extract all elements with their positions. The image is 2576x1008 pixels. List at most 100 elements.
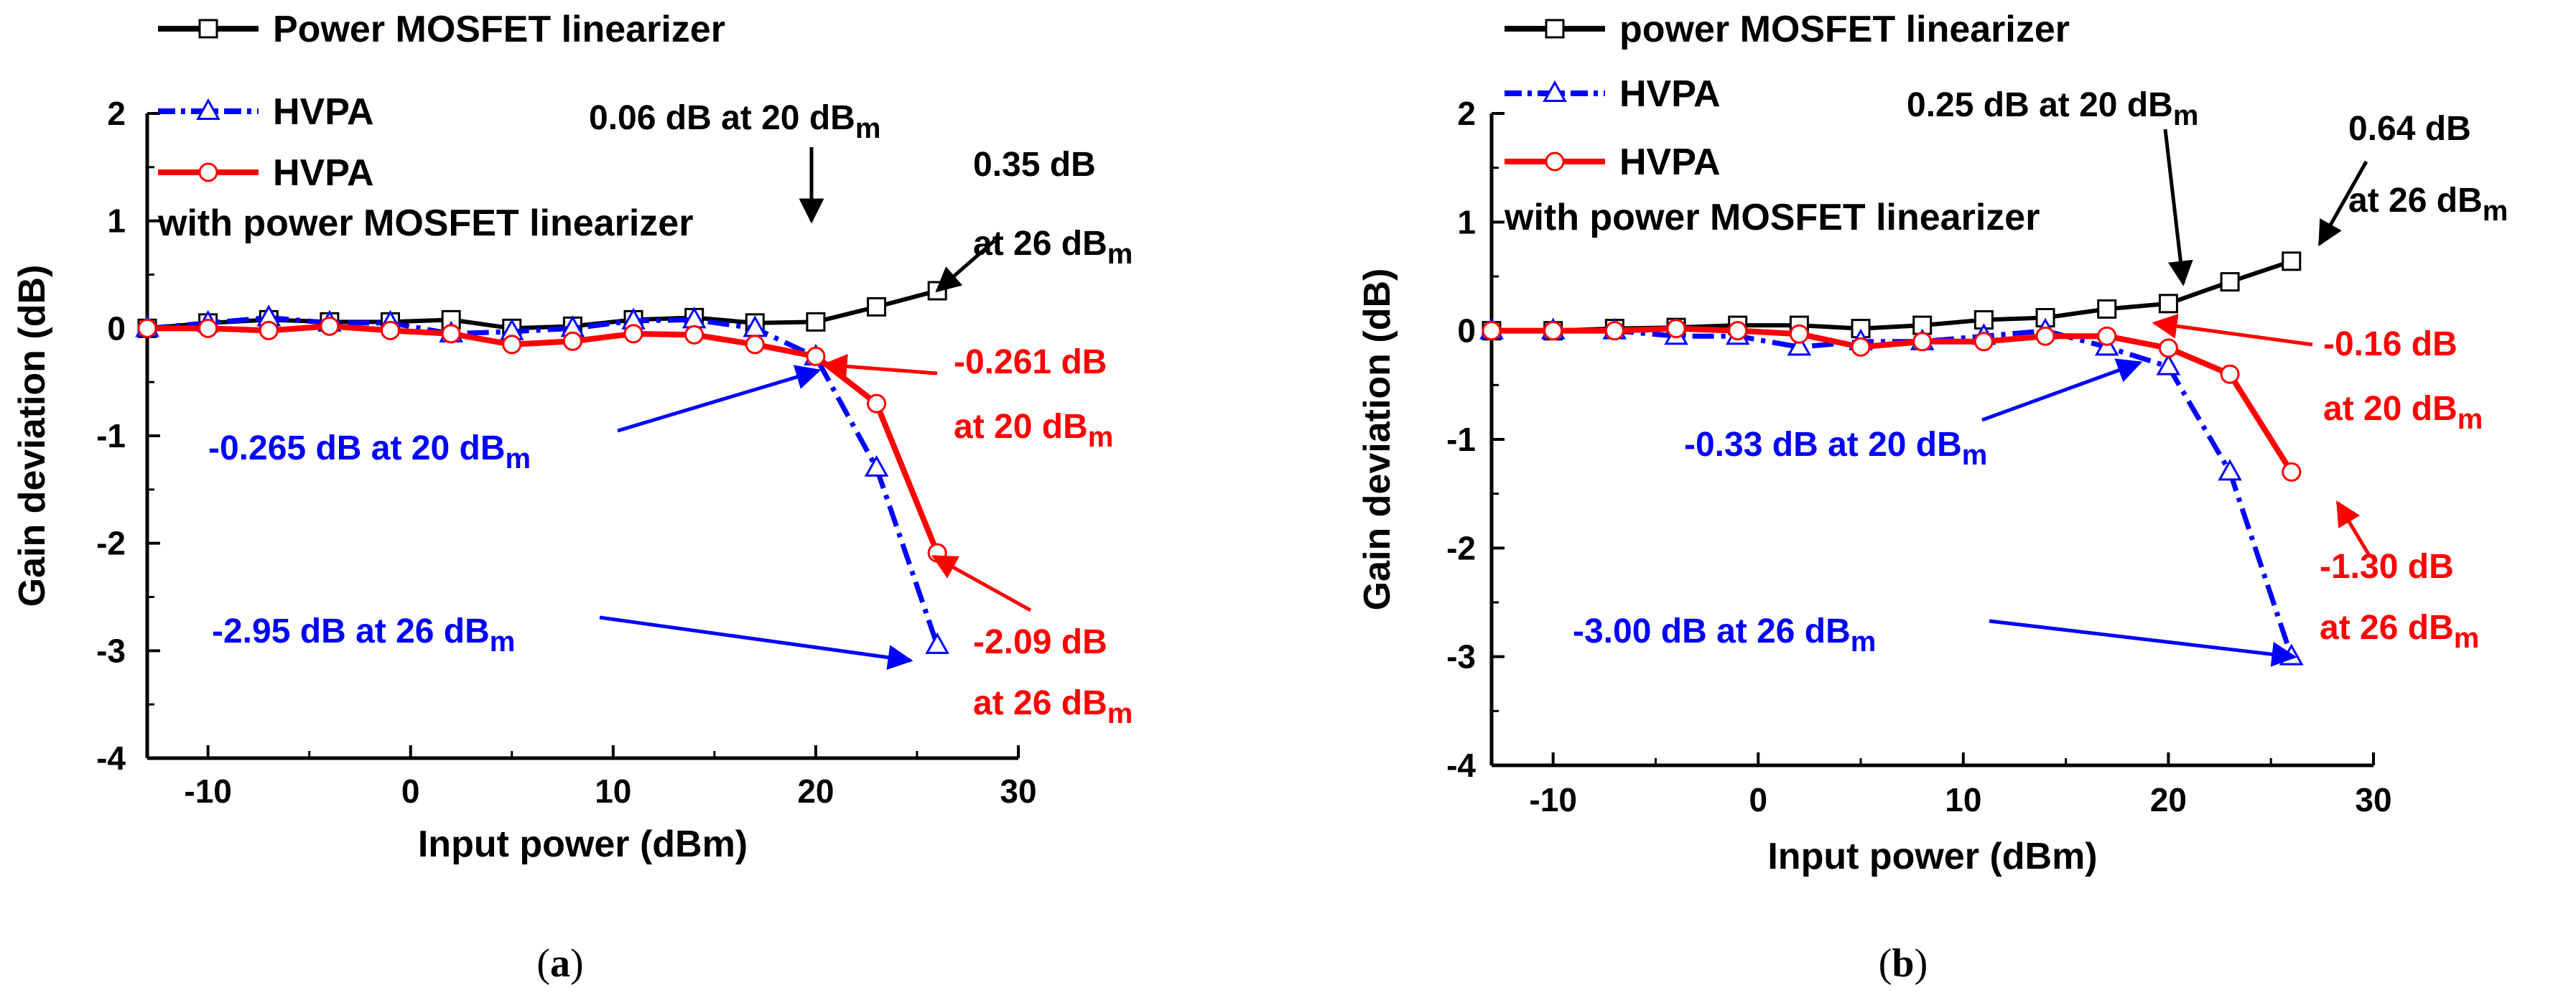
y-tick-label: -3 [1446, 638, 1476, 676]
annotation-main: 0.25 dB at 20 dB [1907, 86, 2173, 124]
annotation-text: -2.95 dB at 26 dBm [212, 612, 515, 658]
annotation-arrow [599, 615, 913, 671]
annotation-arrow [617, 365, 822, 433]
legend-marker [198, 19, 218, 39]
data-point [2158, 294, 2178, 314]
annotation-arrow [2163, 129, 2193, 286]
legend-marker [1543, 80, 1567, 102]
annotation-subscript: m [490, 626, 516, 658]
data-point [137, 318, 157, 338]
data-point [381, 320, 401, 340]
x-tick-label: 10 [1945, 781, 1981, 818]
data-point [2282, 251, 2302, 271]
annotation-subscript: m [2173, 100, 2199, 131]
annotation-main: at 26 dB [2320, 609, 2454, 647]
y-tick-label: 2 [1457, 95, 1476, 132]
x-tick-label: 20 [797, 773, 834, 810]
annotation-subscript: m [1962, 439, 1988, 471]
data-point [502, 335, 522, 355]
data-point [1973, 332, 1994, 352]
data-point [1543, 321, 1563, 341]
annotation-main: at 20 dB [954, 408, 1088, 446]
annotation-main: 0.06 dB at 20 dB [589, 99, 855, 137]
x-tick-label: 30 [1000, 773, 1036, 810]
y-tick-label: 0 [107, 309, 126, 347]
data-point [2156, 353, 2181, 375]
y-axis-title: Gain deviation (dB) [1357, 269, 1398, 611]
data-point [684, 325, 705, 345]
annotation-arrow [2317, 160, 2368, 247]
y-tick-label: -1 [1446, 421, 1476, 458]
annotation-main: -0.33 dB at 20 dB [1684, 426, 1962, 464]
annotation-main: at 20 dB [2323, 390, 2458, 428]
annotation-line1: -2.09 dB [973, 623, 1107, 661]
panel-label-letter: b [1892, 941, 1914, 986]
series-line [1492, 328, 2294, 658]
series-1 [135, 304, 949, 654]
y-tick-label: -4 [1446, 747, 1476, 784]
annotation-subscript: m [1107, 238, 1133, 270]
panel-label: (b) [1879, 941, 1928, 986]
data-point [867, 393, 887, 414]
data-point [925, 632, 949, 654]
data-point [562, 331, 582, 351]
annotation-main: at 26 dB [973, 684, 1107, 722]
data-point [1851, 319, 1871, 339]
annotation-line1: -0.261 dB [954, 343, 1107, 381]
annotation-text: -3.00 dB at 26 dBm [1573, 612, 1876, 658]
series-line [1492, 325, 2294, 474]
y-axis-title: Gain deviation (dB) [11, 265, 53, 607]
annotation-arrow [935, 239, 996, 293]
legend-marker [1545, 151, 1565, 172]
annotation-line1: -0.16 dB [2323, 325, 2458, 363]
annotation-arrow [2335, 500, 2372, 558]
data-point [2282, 462, 2302, 482]
x-tick-label: 20 [2150, 781, 2187, 818]
data-point [1604, 321, 1624, 341]
y-tick-label: 2 [107, 95, 126, 132]
data-point [1787, 334, 1812, 356]
y-tick-label: -2 [96, 525, 126, 562]
legend-label: HVPA [1619, 141, 1721, 183]
legend-label-line2: with power MOSFET linearizer [1504, 197, 2040, 238]
annotation-line2: at 26 dBm [973, 684, 1133, 729]
data-point [2220, 364, 2240, 384]
legend-marker [198, 162, 218, 182]
data-point [623, 324, 643, 344]
legend-marker [1545, 19, 1565, 39]
data-point [2097, 326, 2117, 346]
legend-label-line2: with power MOSFET linearizer [157, 202, 693, 244]
annotation-line2: at 20 dBm [2323, 390, 2483, 435]
data-point [2220, 272, 2240, 292]
x-tick-label: 10 [595, 773, 631, 810]
annotation-subscript: m [2454, 622, 2480, 654]
y-tick-label: 1 [1457, 203, 1476, 241]
annotation-main: -3.00 dB at 26 dB [1573, 612, 1851, 650]
panel-label-close: ) [1915, 941, 1928, 986]
x-tick-label: 30 [2355, 781, 2391, 818]
x-tick-label: -10 [1529, 781, 1576, 818]
x-axis-title: Input power (dBm) [1767, 836, 2097, 877]
annotation-main: -0.265 dB at 20 dB [208, 429, 505, 467]
y-tick-label: 0 [1457, 312, 1476, 350]
annotation-arrow [822, 353, 938, 379]
data-point [320, 316, 340, 336]
panel-label-letter: a [550, 941, 570, 986]
annotation-line2: at 26 dBm [973, 225, 1133, 270]
annotation-subscript: m [1107, 698, 1133, 729]
data-point [2035, 326, 2055, 346]
data-point [1912, 332, 1933, 352]
legend-marker [196, 98, 220, 120]
data-point [867, 297, 887, 317]
annotation-subscript: m [1851, 626, 1877, 658]
annotation-arrow [931, 554, 1032, 612]
panel-label-open: ( [1879, 941, 1892, 986]
annotation-line2: at 26 dBm [2348, 182, 2508, 227]
annotation-text: 0.06 dB at 20 dBm [589, 99, 880, 144]
annotation-main: at 26 dB [973, 225, 1107, 263]
series-2 [1482, 319, 2302, 482]
data-point [1482, 321, 1502, 341]
data-point [2097, 299, 2117, 319]
